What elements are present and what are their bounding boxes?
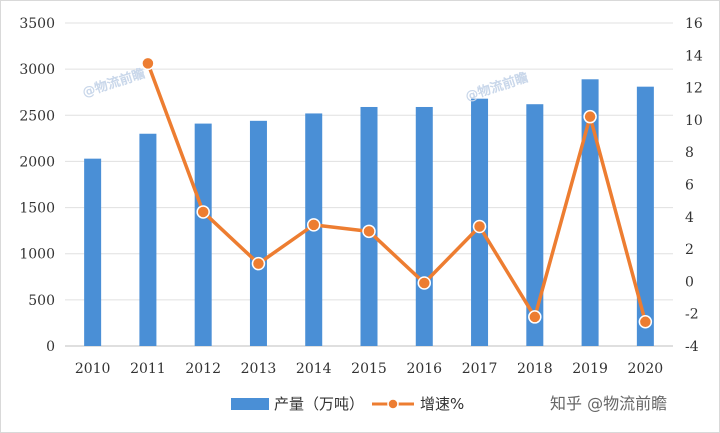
left-tick-label: 0 [46,339,55,355]
x-tick-label: 2017 [462,361,498,377]
bar [636,86,654,347]
x-tick-label: 2012 [185,361,221,377]
line-point [528,310,542,324]
x-tick-label: 2019 [572,361,608,377]
line-point [472,219,487,234]
left-axis: 0 500 1000 1500 2000 2500 3000 3500 [19,16,55,355]
legend-line-marker [387,398,399,410]
line-point [251,256,266,271]
watermark-left: @物流前瞻 [80,65,147,100]
watermark-right: @物流前瞻 [463,69,530,104]
x-tick-label: 2013 [241,361,277,377]
line-point [306,218,321,232]
x-axis: 2010 2011 2012 2013 2014 2015 2016 2017 2018 2019… [75,361,663,377]
right-tick-label: 10 [685,113,703,129]
x-tick-label: 2016 [406,361,442,377]
line-point [417,276,432,290]
left-tick-label: 1500 [19,201,55,217]
right-tick-label: 8 [685,145,694,161]
legend-bar-label: 产量（万吨） [274,395,364,413]
legend-bar-swatch [231,398,269,410]
right-tick-label: 16 [685,16,703,32]
x-tick-label: 2014 [296,361,332,377]
line-point [362,224,376,239]
bar [194,123,212,346]
gridlines [65,22,673,347]
left-tick-label: 2500 [19,108,55,124]
bar [139,133,157,346]
left-tick-label: 2000 [19,154,55,170]
bar [526,104,544,346]
bar [84,158,102,346]
bar-series [84,79,654,347]
left-tick-label: 3500 [19,16,55,32]
x-tick-label: 2018 [517,361,553,377]
x-tick-label: 2020 [628,361,664,377]
right-tick-label: 6 [685,178,694,194]
right-tick-label: 12 [685,81,703,97]
right-tick-label: 4 [685,210,694,226]
line-point [638,315,653,329]
x-tick-label: 2015 [351,361,387,377]
left-tick-label: 1000 [19,247,55,263]
line-point [196,205,210,219]
right-tick-label: 14 [685,48,703,64]
x-tick-label: 2010 [75,361,111,377]
bar [581,79,599,347]
line-series [141,56,653,329]
right-axis: -4 -2 0 2 4 6 8 10 12 14 16 [685,16,703,355]
bar [249,120,267,346]
right-tick-label: 2 [685,242,694,258]
bar [415,106,433,346]
left-tick-label: 3000 [19,62,55,78]
line-point [583,109,597,124]
right-tick-label: 0 [685,274,694,290]
right-tick-label: -2 [685,307,699,323]
left-tick-label: 500 [28,293,55,309]
right-tick-label: -4 [685,339,699,355]
x-tick-label: 2011 [130,361,166,377]
legend-line-label: 增速% [420,395,464,413]
line-point [141,56,155,71]
watermark-corner: 知乎 @物流前瞻 [550,394,667,413]
growth-line [146,62,648,323]
